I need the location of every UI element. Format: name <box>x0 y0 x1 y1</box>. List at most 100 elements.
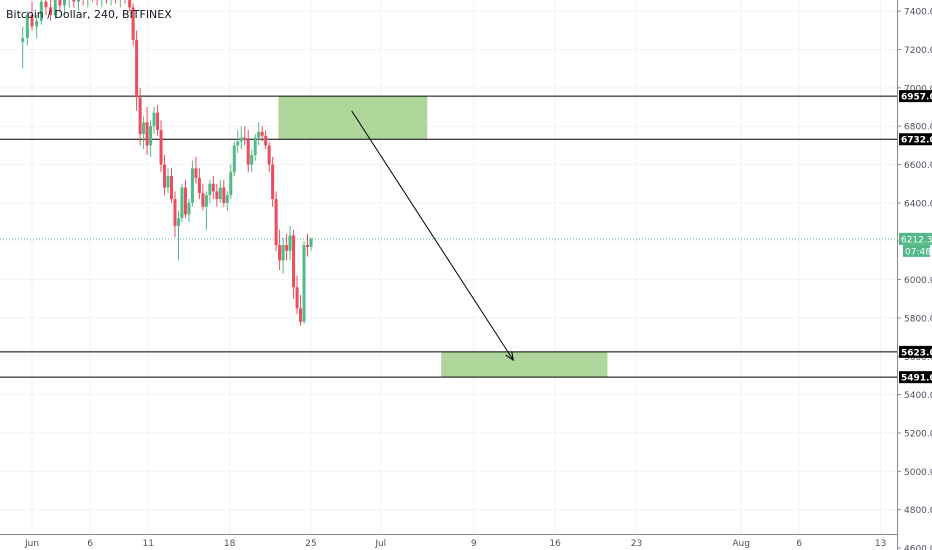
candle-body <box>299 308 303 322</box>
candle-body <box>180 187 184 219</box>
candle-body <box>173 199 177 226</box>
time-tick-label: 25 <box>305 539 316 549</box>
price-level-label-box <box>899 345 932 358</box>
countdown-box <box>903 244 930 257</box>
candle-body <box>187 202 191 215</box>
price-tick-label: 4600.0 <box>904 545 932 550</box>
time-tick-label: Aug <box>732 539 750 549</box>
candle-body <box>39 1 43 21</box>
price-level-label-box <box>899 90 932 103</box>
candle-body <box>257 131 261 138</box>
time-tick-label: 23 <box>631 539 642 549</box>
time-tick-label: Jul <box>374 539 386 549</box>
price-tick-label: 5400.0 <box>904 391 932 401</box>
time-tick-label: 9 <box>471 539 477 549</box>
price-tick-label: 7000.0 <box>904 84 932 94</box>
candle-body <box>30 15 34 27</box>
candle-body <box>208 183 212 196</box>
candle-body <box>250 154 254 165</box>
time-tick-label: Jun <box>24 539 39 549</box>
candle-body <box>63 0 67 6</box>
candle-body <box>232 145 236 173</box>
candle-body <box>135 39 139 98</box>
countdown-label: 07:48 <box>905 247 931 257</box>
candle-body <box>145 122 149 146</box>
candle-body <box>236 141 240 146</box>
candle-body <box>243 137 247 140</box>
price-level-label-box <box>899 133 932 146</box>
candle-body <box>285 245 289 251</box>
target-zone <box>278 96 428 140</box>
candle-body <box>295 287 299 309</box>
candle-body <box>260 131 264 136</box>
candle-body <box>58 0 62 6</box>
price-tick-label: 5000.0 <box>904 468 932 478</box>
price-level-label: 6957.0 <box>901 93 932 103</box>
candle-body <box>49 7 53 16</box>
candle-body <box>35 20 39 27</box>
candle-body <box>170 176 173 200</box>
plot-area <box>0 0 897 534</box>
candle-body <box>197 177 201 194</box>
time-tick-label: 11 <box>143 539 154 549</box>
candle-body <box>152 112 156 127</box>
price-level-label: 6732.0 <box>901 136 932 146</box>
price-tick-label: 7400.0 <box>904 8 932 18</box>
time-axis <box>0 534 897 550</box>
forecast-arrowhead <box>505 351 514 362</box>
candle-body <box>246 139 250 165</box>
price-level-label: 5623.0 <box>901 348 932 358</box>
candle-body <box>309 238 313 247</box>
candle-body <box>239 137 243 142</box>
candle-body <box>225 195 229 203</box>
candle-body <box>278 245 282 261</box>
current-price-label-box <box>899 232 932 245</box>
price-tick-label: 6800.0 <box>904 123 932 133</box>
candle-body <box>53 0 57 16</box>
time-tick-label: 6 <box>87 539 93 549</box>
price-level-label: 5491.0 <box>901 374 932 384</box>
target-zone <box>441 351 608 378</box>
price-tick-label: 5800.0 <box>904 314 932 324</box>
price-tick-label: 6400.0 <box>904 199 932 209</box>
candle-body <box>302 245 306 322</box>
candle-body <box>156 112 160 131</box>
candle-body <box>128 0 132 8</box>
time-tick-label: 13 <box>875 539 886 549</box>
candle-body <box>211 183 215 192</box>
candle-body <box>190 168 194 203</box>
time-tick-label: 16 <box>549 539 561 549</box>
candle-body <box>281 245 285 261</box>
candle-body <box>229 172 233 196</box>
candle-body <box>176 218 180 226</box>
candle-body <box>44 1 48 8</box>
candle-body <box>138 97 142 134</box>
candle-body <box>222 187 226 203</box>
candle-body <box>159 130 163 165</box>
candle-body <box>253 137 257 155</box>
candle-body <box>25 15 29 39</box>
candle-body <box>264 135 268 146</box>
candle-body <box>166 176 170 188</box>
candle-body <box>215 191 219 200</box>
candle-body <box>288 235 292 251</box>
chart-title: Bitcoin / Dollar, 240, BITFINEX <box>6 8 172 21</box>
candle-body <box>163 164 167 188</box>
candle-body <box>142 122 146 134</box>
current-price-label: 6212.3 <box>901 235 932 245</box>
candle-body <box>201 193 205 207</box>
price-tick-label: 6000.0 <box>904 276 932 286</box>
candle-body <box>149 126 153 146</box>
candle-body <box>274 199 278 246</box>
price-tick-label: 7200.0 <box>904 46 932 56</box>
candle-body <box>194 168 198 178</box>
candle-body <box>271 164 275 200</box>
price-tick-label: 6600.0 <box>904 161 932 171</box>
time-tick-label: 6 <box>796 539 802 549</box>
candle-body <box>267 145 271 165</box>
candle-body <box>292 235 296 288</box>
price-tick-label: 5200.0 <box>904 429 932 439</box>
price-tick-label: 4800.0 <box>904 506 932 516</box>
candle-body <box>77 0 80 2</box>
